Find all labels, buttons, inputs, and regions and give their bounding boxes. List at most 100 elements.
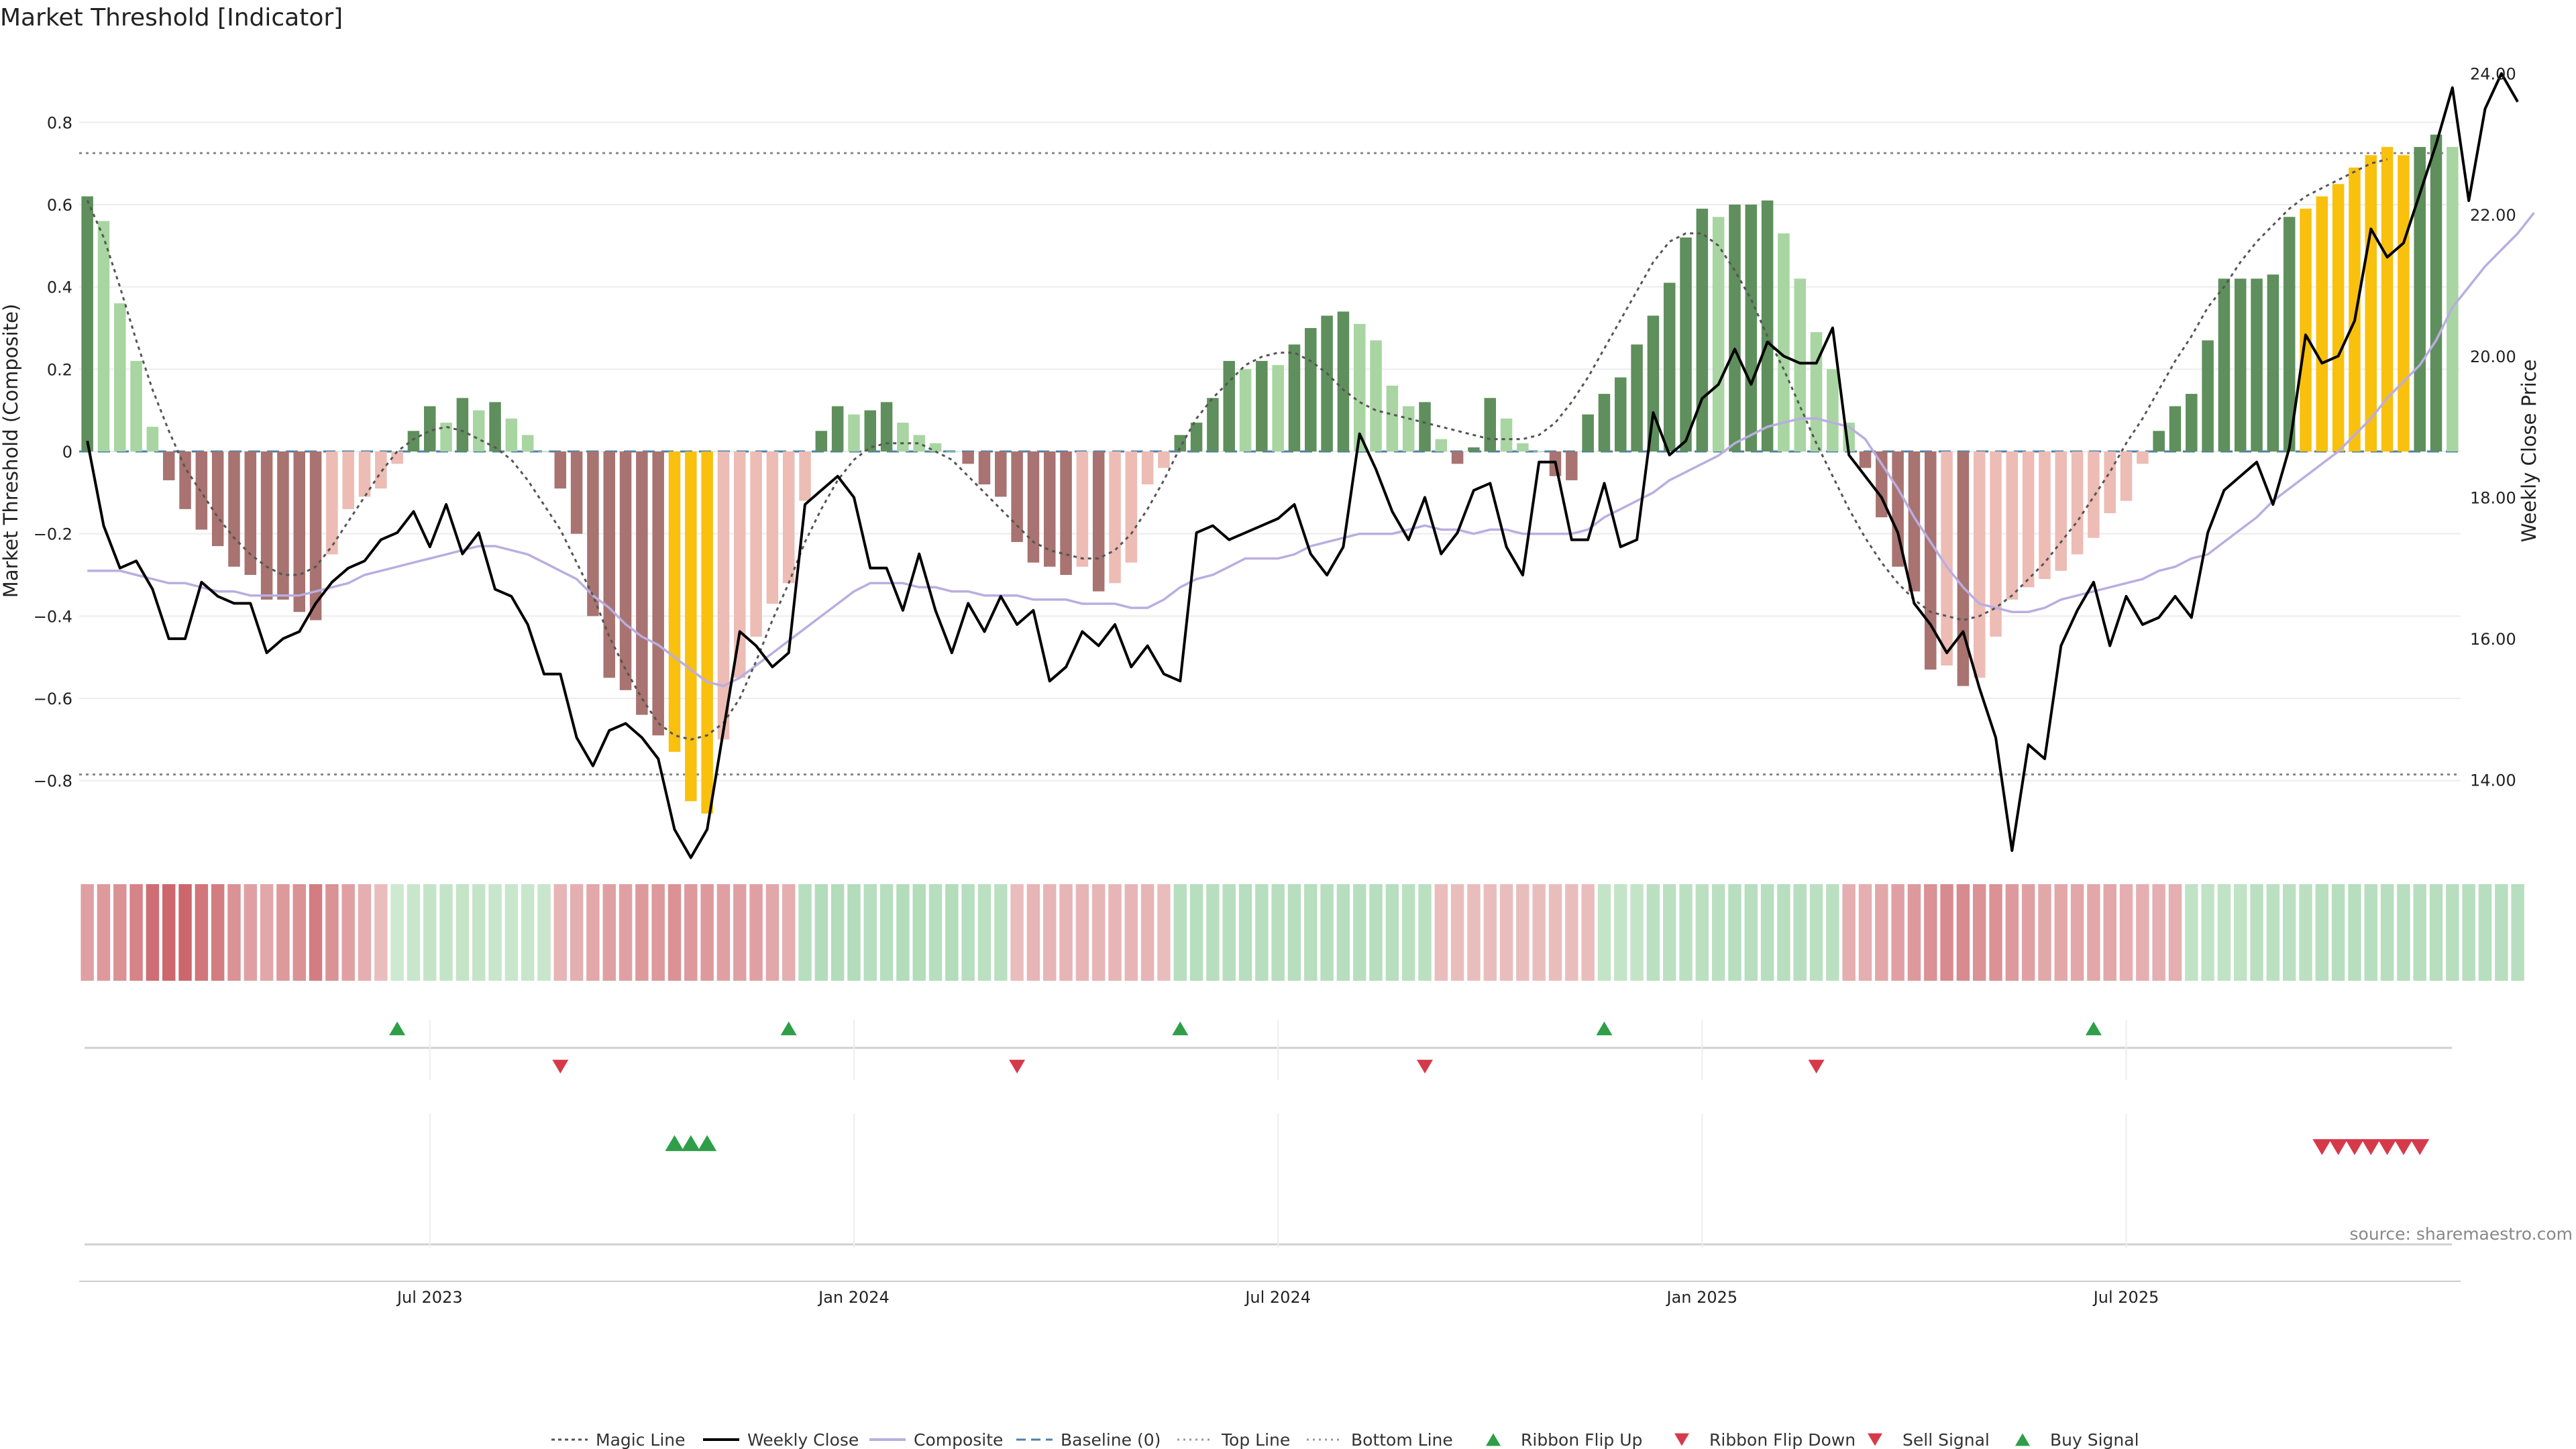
ribbon-cell [2380, 884, 2394, 981]
ribbon-cell [2429, 884, 2443, 981]
y-tick-label: −0.6 [34, 690, 72, 708]
ribbon-cell [244, 884, 258, 981]
threshold-bar [1272, 365, 1284, 451]
threshold-bar [995, 451, 1007, 497]
threshold-bar [1174, 435, 1187, 451]
threshold-bar [1680, 237, 1692, 451]
ribbon-cell [178, 884, 192, 981]
ribbon-cell [2511, 884, 2524, 981]
threshold-bar [326, 451, 338, 555]
threshold-bar [2332, 184, 2345, 451]
ribbon-cell [1842, 884, 1856, 981]
ribbon-cell [1336, 884, 1350, 981]
ribbon-cell [586, 884, 600, 981]
ribbon-cell [2038, 884, 2051, 981]
threshold-bar [1598, 394, 1611, 451]
ribbon-flip-up-marker [1172, 1021, 1189, 1036]
threshold-bar [472, 410, 485, 451]
ribbon-cell [1499, 884, 1513, 981]
ribbon-cell [1026, 884, 1040, 981]
reference-lines [79, 152, 2461, 776]
threshold-bar [685, 451, 697, 802]
ribbon-cell [195, 884, 209, 981]
threshold-bar [1663, 282, 1676, 451]
threshold-bar [962, 451, 974, 464]
threshold-bar [456, 398, 469, 451]
threshold-bar [521, 435, 534, 451]
ribbon-cell [1353, 884, 1366, 981]
threshold-bar [1419, 402, 1431, 451]
threshold-bar [1794, 278, 1806, 451]
ribbon-cell [341, 884, 355, 981]
ribbon-cell [2495, 884, 2508, 981]
source-note: source: sharemaestro.com [2350, 1224, 2573, 1244]
ribbon-cell [390, 884, 404, 981]
ribbon-cell [2103, 884, 2116, 981]
ribbon-cell [733, 884, 747, 981]
ribbon-cell [472, 884, 486, 981]
threshold-bar [619, 451, 632, 690]
ribbon-flip-downicon [1674, 1433, 1689, 1446]
legend-label: Composite [914, 1430, 1003, 1449]
ribbon-cell [2234, 884, 2247, 981]
ribbon-cell [2266, 884, 2280, 981]
ribbon-cell [1581, 884, 1595, 981]
ribbon-cell [1385, 884, 1399, 981]
threshold-bar [2300, 209, 2312, 451]
threshold-bar [799, 451, 811, 501]
weekly-close-line [86, 72, 2519, 859]
ribbon-cell [814, 884, 828, 981]
buy-signalicon [2015, 1433, 2030, 1446]
ribbon-cell [635, 884, 649, 981]
y-axis-label: Market Threshold (Composite) [0, 304, 22, 598]
threshold-bar [554, 451, 567, 489]
ribbon-cell [879, 884, 894, 981]
ribbon-cell [325, 884, 339, 981]
ribbon-cell [292, 884, 306, 981]
ribbon-cell [994, 884, 1008, 981]
ribbon-cell [1679, 884, 1693, 981]
ribbon-cell [423, 884, 437, 981]
threshold-bar [1990, 451, 2002, 637]
ribbon-cell [1924, 884, 1937, 981]
ribbon-cell [1091, 884, 1106, 981]
y-tick-label: 0.4 [47, 278, 72, 297]
ribbon-cell [1630, 884, 1644, 981]
threshold-bar [864, 410, 877, 451]
signal-panel [85, 1135, 2452, 1246]
threshold-bar [375, 451, 387, 489]
threshold-bar [2153, 431, 2165, 451]
x-tick-label: Jan 2024 [817, 1288, 890, 1307]
threshold-bar [1109, 451, 1121, 584]
threshold-bar [1973, 451, 1986, 678]
threshold-bar [1827, 369, 1839, 451]
threshold-bar [1256, 361, 1268, 451]
threshold-bar [277, 451, 289, 600]
threshold-bar [2398, 155, 2410, 451]
threshold-bar [701, 451, 713, 814]
magic-line [86, 158, 2387, 741]
y-tick-label: −0.8 [34, 772, 72, 791]
threshold-bar [2055, 451, 2068, 571]
ribbon-cell [1189, 884, 1203, 981]
threshold-bar [1925, 451, 1937, 670]
threshold-bar [2316, 196, 2328, 451]
threshold-bar [1810, 332, 1823, 451]
sell-signal-marker [2312, 1139, 2332, 1155]
threshold-bar [505, 418, 518, 451]
y-tick-label: −0.2 [34, 525, 72, 544]
legend-label: Baseline (0) [1061, 1430, 1161, 1449]
ribbon-cell [2005, 884, 2019, 981]
ribbon-cell [374, 884, 388, 981]
threshold-bar [81, 196, 93, 451]
ribbon-cell [1548, 884, 1562, 981]
legend-label: Weekly Close [747, 1430, 859, 1449]
threshold-bar [195, 451, 208, 530]
ribbon-cell [1516, 884, 1529, 981]
ribbon-cell [1450, 884, 1464, 981]
ribbon-cell [2217, 884, 2231, 981]
threshold-bar [1060, 451, 1072, 576]
threshold-bar [1582, 414, 1594, 451]
threshold-bar [2071, 451, 2084, 555]
ribbon-cell [716, 884, 731, 981]
